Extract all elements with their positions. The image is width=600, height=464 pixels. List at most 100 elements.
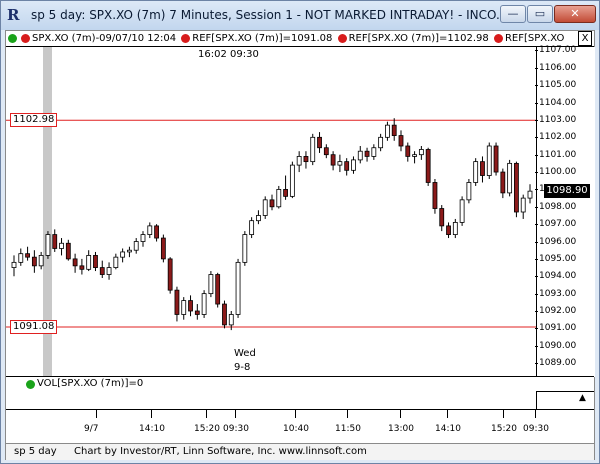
candle-body <box>323 147 329 156</box>
candle-body <box>120 251 126 258</box>
candle <box>25 246 30 261</box>
price-tick-label: 1096.00 <box>534 236 577 247</box>
chart-name-label: sp 5 day <box>14 446 57 457</box>
scroll-up-arrow-icon[interactable]: ▲ <box>579 393 586 403</box>
candle <box>154 224 159 242</box>
candle <box>439 205 445 232</box>
candle-body <box>418 149 424 156</box>
candle <box>520 194 526 219</box>
price-axis: 1107.00 1106.00 1105.00 1104.00 1103.00 1102.… <box>534 46 595 377</box>
time-tick-label: 15:20 <box>194 424 220 434</box>
candle <box>344 158 350 176</box>
candle <box>486 142 492 179</box>
candle-body <box>174 289 180 315</box>
symbol-label: SPX.XO (7m)-09/07/10 12:04 <box>32 33 177 44</box>
price-tick-label: 1103.00 <box>534 114 577 125</box>
price-tick-label: 1098.00 <box>534 201 577 212</box>
candle <box>38 251 44 270</box>
candle-body <box>86 255 92 270</box>
candle <box>31 250 37 273</box>
candle <box>52 229 58 252</box>
candle-body <box>514 162 519 213</box>
candle <box>181 297 187 320</box>
candle-body <box>181 300 187 315</box>
time-tick-mark <box>235 410 236 418</box>
volume-label: VOL[SPX.XO (7m)]=0 <box>37 378 144 389</box>
price-tick-label: 1105.00 <box>534 80 577 91</box>
candle-body <box>405 145 411 157</box>
volume-axis <box>536 391 595 409</box>
candle-body <box>208 274 214 295</box>
date-annotation: 9-8 <box>234 362 251 373</box>
session-shade <box>43 47 52 377</box>
candle <box>418 146 424 160</box>
candle-body <box>256 215 261 222</box>
candle-body <box>72 258 78 267</box>
volume-plot[interactable] <box>6 391 536 409</box>
credit-label: Chart by Investor/RT, Linn Software, Inc… <box>74 446 367 457</box>
red-dot-icon[interactable] <box>337 34 347 43</box>
candlestick-chart <box>6 47 536 377</box>
candle <box>201 290 207 318</box>
lower-level-label: 1091.08 <box>10 319 58 334</box>
price-tick-label: 1091.00 <box>534 323 577 334</box>
candle <box>398 130 404 152</box>
app-logo-icon: R <box>7 6 20 24</box>
day-annotation: Wed <box>234 348 256 359</box>
red-dot-icon[interactable] <box>181 34 191 43</box>
red-dot-icon[interactable] <box>493 34 503 43</box>
price-plot[interactable]: 16:02 09:30 Wed 9-8 1102.98 1091.08 <box>6 47 536 377</box>
time-tick-mark <box>447 410 448 418</box>
candle-body <box>276 189 282 208</box>
candle <box>11 255 17 277</box>
candle <box>160 234 166 263</box>
candle-body <box>493 145 499 173</box>
candle-body <box>452 222 458 235</box>
title-bar[interactable]: R sp 5 day: SPX.XO (7m) 7 Minutes, Sessi… <box>1 1 599 30</box>
candle-body <box>222 303 227 326</box>
candle <box>18 248 24 266</box>
candle-body <box>93 255 98 268</box>
price-tick-label: 1090.00 <box>534 340 577 351</box>
candle-body <box>303 156 309 163</box>
candle-body <box>432 182 438 209</box>
time-tick-mark <box>503 410 504 418</box>
red-dot-icon[interactable] <box>21 34 30 43</box>
candle-body <box>371 147 377 157</box>
candle <box>120 248 126 263</box>
time-tick-mark <box>96 410 97 418</box>
candle-body <box>147 225 153 235</box>
price-tick-label: 1095.00 <box>534 253 577 264</box>
green-dot-icon[interactable] <box>26 380 35 389</box>
candle <box>65 239 71 261</box>
candle-body <box>59 242 64 249</box>
price-tick-label: 1101.00 <box>534 149 577 160</box>
candle-body <box>330 154 336 166</box>
candle <box>317 132 322 153</box>
candle-body <box>52 234 58 249</box>
candle-body <box>31 256 37 267</box>
candle <box>215 272 221 308</box>
green-dot-icon[interactable] <box>8 34 17 43</box>
ref-label-1: REF[SPX.XO (7m)]=1091.08 <box>192 33 333 44</box>
close-button[interactable]: ✕ <box>554 5 596 23</box>
candle-body <box>385 124 390 138</box>
candle <box>147 222 153 239</box>
candle-body <box>262 199 268 216</box>
candle-body <box>500 171 506 194</box>
maximize-button[interactable]: ▭ <box>527 5 553 23</box>
candle <box>133 238 139 254</box>
time-tick-label: 15:20 <box>491 424 517 434</box>
candle-body <box>79 265 85 270</box>
candle <box>188 295 193 317</box>
candle <box>167 257 173 294</box>
candle-body <box>337 161 343 166</box>
candle-body <box>351 159 356 171</box>
candle <box>351 156 356 174</box>
candle-body <box>25 253 30 258</box>
candle <box>432 179 438 214</box>
candle <box>113 253 119 270</box>
close-chart-button[interactable]: X <box>578 31 592 46</box>
candle-body <box>507 162 513 194</box>
minimize-button[interactable]: — <box>500 5 526 23</box>
